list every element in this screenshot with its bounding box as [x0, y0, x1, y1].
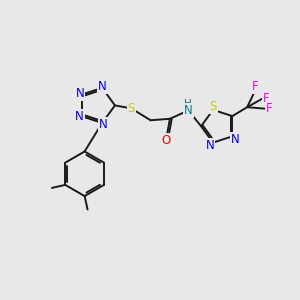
Text: F: F	[252, 80, 259, 94]
Text: N: N	[184, 104, 193, 117]
Text: N: N	[99, 118, 108, 131]
Text: O: O	[162, 134, 171, 147]
Text: S: S	[128, 102, 135, 115]
Text: N: N	[98, 80, 106, 93]
Text: N: N	[206, 139, 214, 152]
Text: F: F	[266, 102, 272, 115]
Text: N: N	[231, 133, 240, 146]
Text: N: N	[75, 110, 84, 123]
Text: H: H	[184, 99, 192, 109]
Text: S: S	[209, 100, 217, 113]
Text: F: F	[262, 92, 269, 105]
Text: N: N	[76, 87, 85, 100]
